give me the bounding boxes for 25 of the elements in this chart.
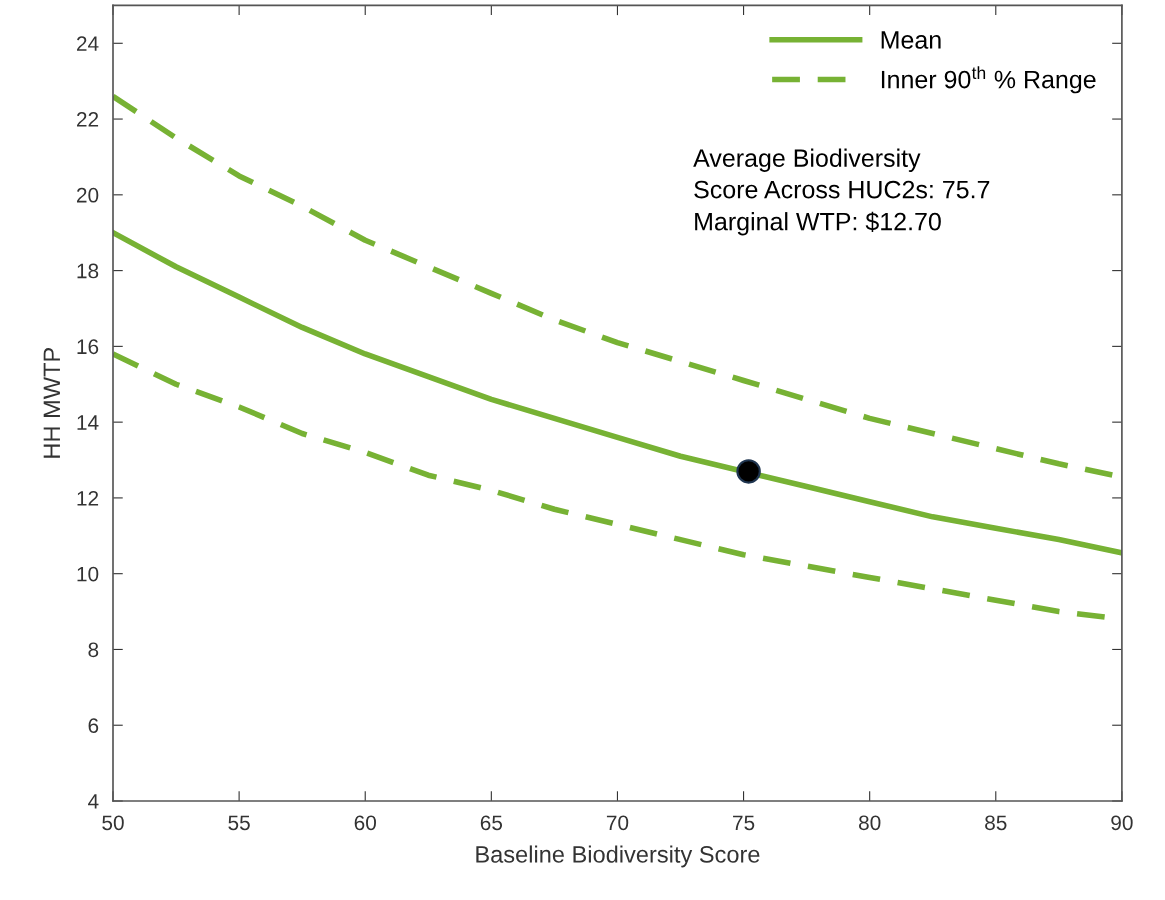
y-tick-label: 20: [76, 187, 99, 203]
x-axis-title: Baseline Biodiversity Score: [476, 845, 760, 868]
y-tick-label: 4: [88, 794, 99, 809]
x-tick-label: 70: [606, 815, 629, 831]
x-tick-label: 55: [228, 815, 250, 831]
legend-label: Inner 90$^{th}$ % Range: [881, 66, 1096, 94]
y-tick-label: 10: [77, 566, 99, 582]
x-tick-label: 90: [1111, 815, 1133, 831]
y-axis-title: HH MWTP: [43, 348, 60, 458]
x-tick-label: 75: [733, 815, 755, 831]
x-tick-label: 60: [354, 815, 376, 831]
y-tick-label: 6: [88, 718, 99, 733]
y-tick-label: 24: [76, 36, 99, 51]
y-tick-label: 8: [88, 642, 99, 658]
x-tick-label: 65: [480, 815, 503, 831]
y-tick-label: 16: [77, 339, 99, 355]
y-tick-label: 14: [77, 415, 99, 430]
legend-label: Mean: [881, 31, 941, 49]
x-tick-label: 85: [985, 815, 1007, 831]
y-tick-label: 12: [77, 490, 99, 506]
x-tick-label: 50: [102, 815, 124, 831]
x-tick-label: 80: [858, 815, 881, 831]
y-tick-label: 22: [76, 112, 99, 127]
y-tick-label: 18: [77, 263, 99, 279]
annotation: Average Biodiversity Score Across HUC2s: 75.7 Marginal WTP: $12.70: [693, 148, 990, 236]
